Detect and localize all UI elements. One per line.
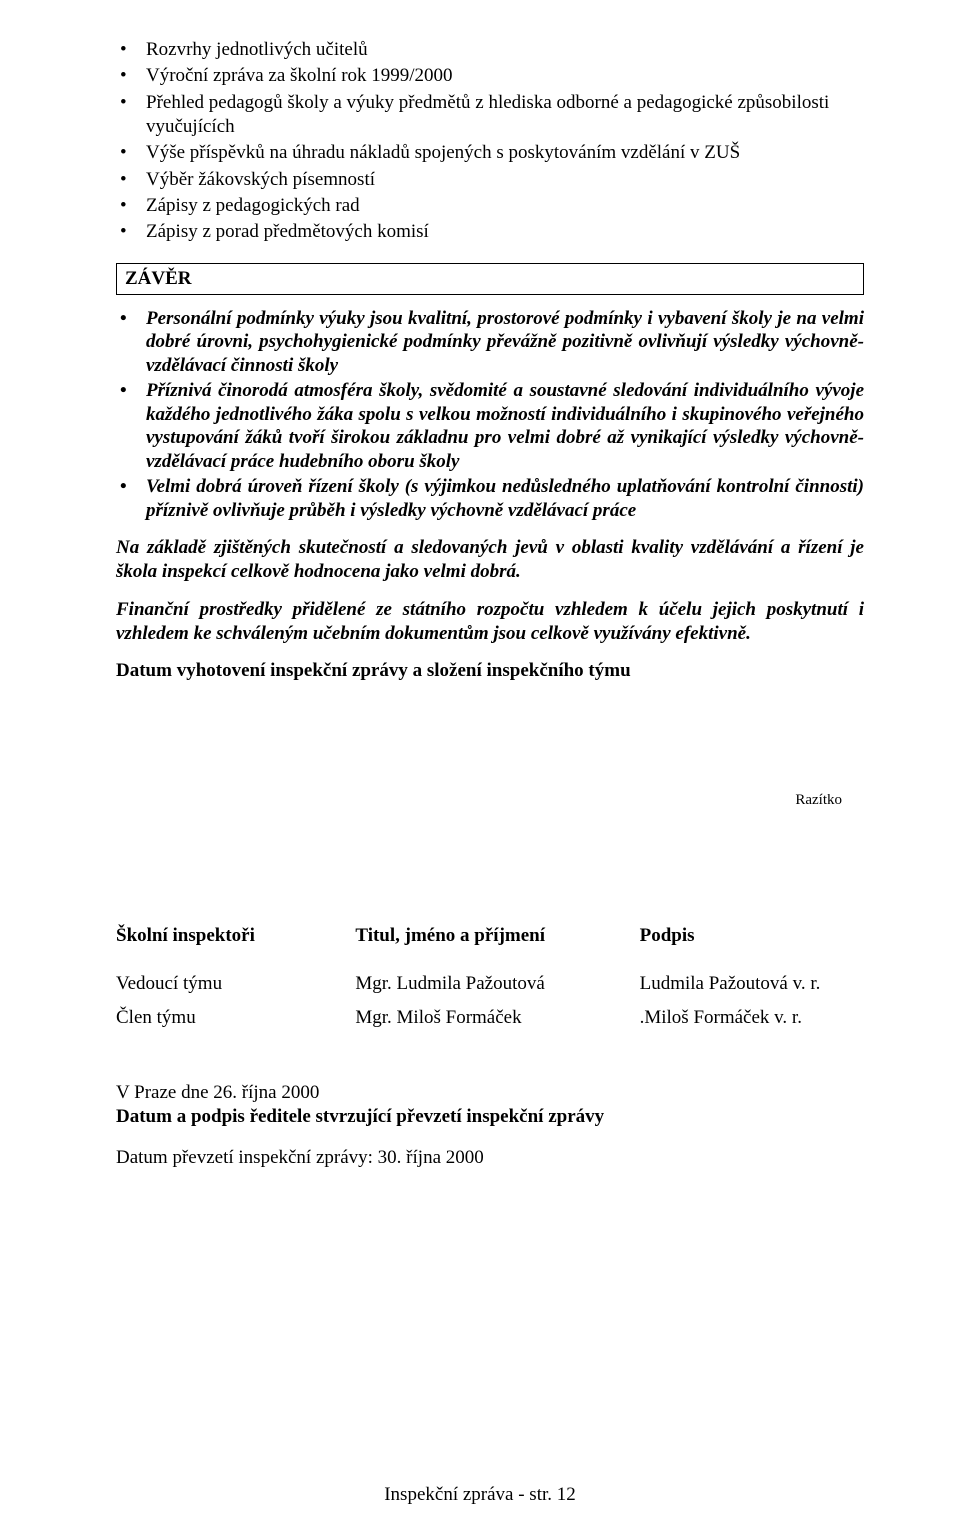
director-sign-heading: Datum a podpis ředitele stvrzující převz… [116, 1105, 864, 1129]
summary-paragraph-2: Finanční prostředky přidělené ze státníh… [116, 598, 864, 646]
list-item: Zápisy z porad předmětových komisí [116, 220, 864, 244]
table-header-cell: Titul, jméno a příjmení [355, 925, 639, 947]
list-item: Výběr žákovských písemností [116, 168, 864, 192]
list-item: Příznivá činorodá atmosféra školy, svědo… [116, 379, 864, 473]
date-place-line: V Praze dne 26. října 2000 [116, 1081, 864, 1105]
list-item: Personální podmínky výuky jsou kvalitní,… [116, 307, 864, 378]
after-sign-block: V Praze dne 26. října 2000 Datum a podpi… [116, 1081, 864, 1170]
list-item: Rozvrhy jednotlivých učitelů [116, 38, 864, 62]
page: Rozvrhy jednotlivých učitelů Výroční zpr… [0, 0, 960, 1532]
table-cell: Ludmila Pažoutová v. r. [640, 973, 864, 995]
razitko-label: Razítko [116, 792, 842, 809]
table-header-cell: Podpis [640, 925, 864, 947]
table-header-cell: Školní inspektoři [116, 925, 355, 947]
list-item: Zápisy z pedagogických rad [116, 194, 864, 218]
list-item: Přehled pedagogů školy a výuky předmětů … [116, 91, 864, 140]
list-item: Výše příspěvků na úhradu nákladů spojený… [116, 141, 864, 165]
zaver-frame: ZÁVĚR [116, 263, 864, 295]
table-cell: Mgr. Ludmila Pažoutová [355, 973, 639, 995]
table-cell: .Miloš Formáček v. r. [640, 1007, 864, 1029]
table-header-row: Školní inspektoři Titul, jméno a příjmen… [116, 919, 864, 953]
list-item: Velmi dobrá úroveň řízení školy (s výjim… [116, 475, 864, 522]
spacer [116, 1130, 864, 1146]
zaver-bullet-list: Personální podmínky výuky jsou kvalitní,… [116, 307, 864, 523]
table-row: Člen týmu Mgr. Miloš Formáček .Miloš For… [116, 1001, 864, 1035]
top-bullet-list: Rozvrhy jednotlivých učitelů Výroční zpr… [116, 38, 864, 245]
list-item: Výroční zpráva za školní rok 1999/2000 [116, 64, 864, 88]
summary-paragraph-1: Na základě zjištěných skutečností a sled… [116, 536, 864, 584]
table-row: Vedoucí týmu Mgr. Ludmila Pažoutová Ludm… [116, 967, 864, 1001]
table-cell: Mgr. Miloš Formáček [355, 1007, 639, 1029]
heading-date-team: Datum vyhotovení inspekční zprávy a slož… [116, 660, 864, 682]
signature-table: Školní inspektoři Titul, jméno a příjmen… [116, 919, 864, 1035]
table-cell: Člen týmu [116, 1007, 355, 1029]
page-footer: Inspekční zpráva - str. 12 [0, 1484, 960, 1506]
table-cell: Vedoucí týmu [116, 973, 355, 995]
receipt-date-line: Datum převzetí inspekční zprávy: 30. říj… [116, 1146, 864, 1170]
zaver-title: ZÁVĚR [125, 268, 855, 290]
